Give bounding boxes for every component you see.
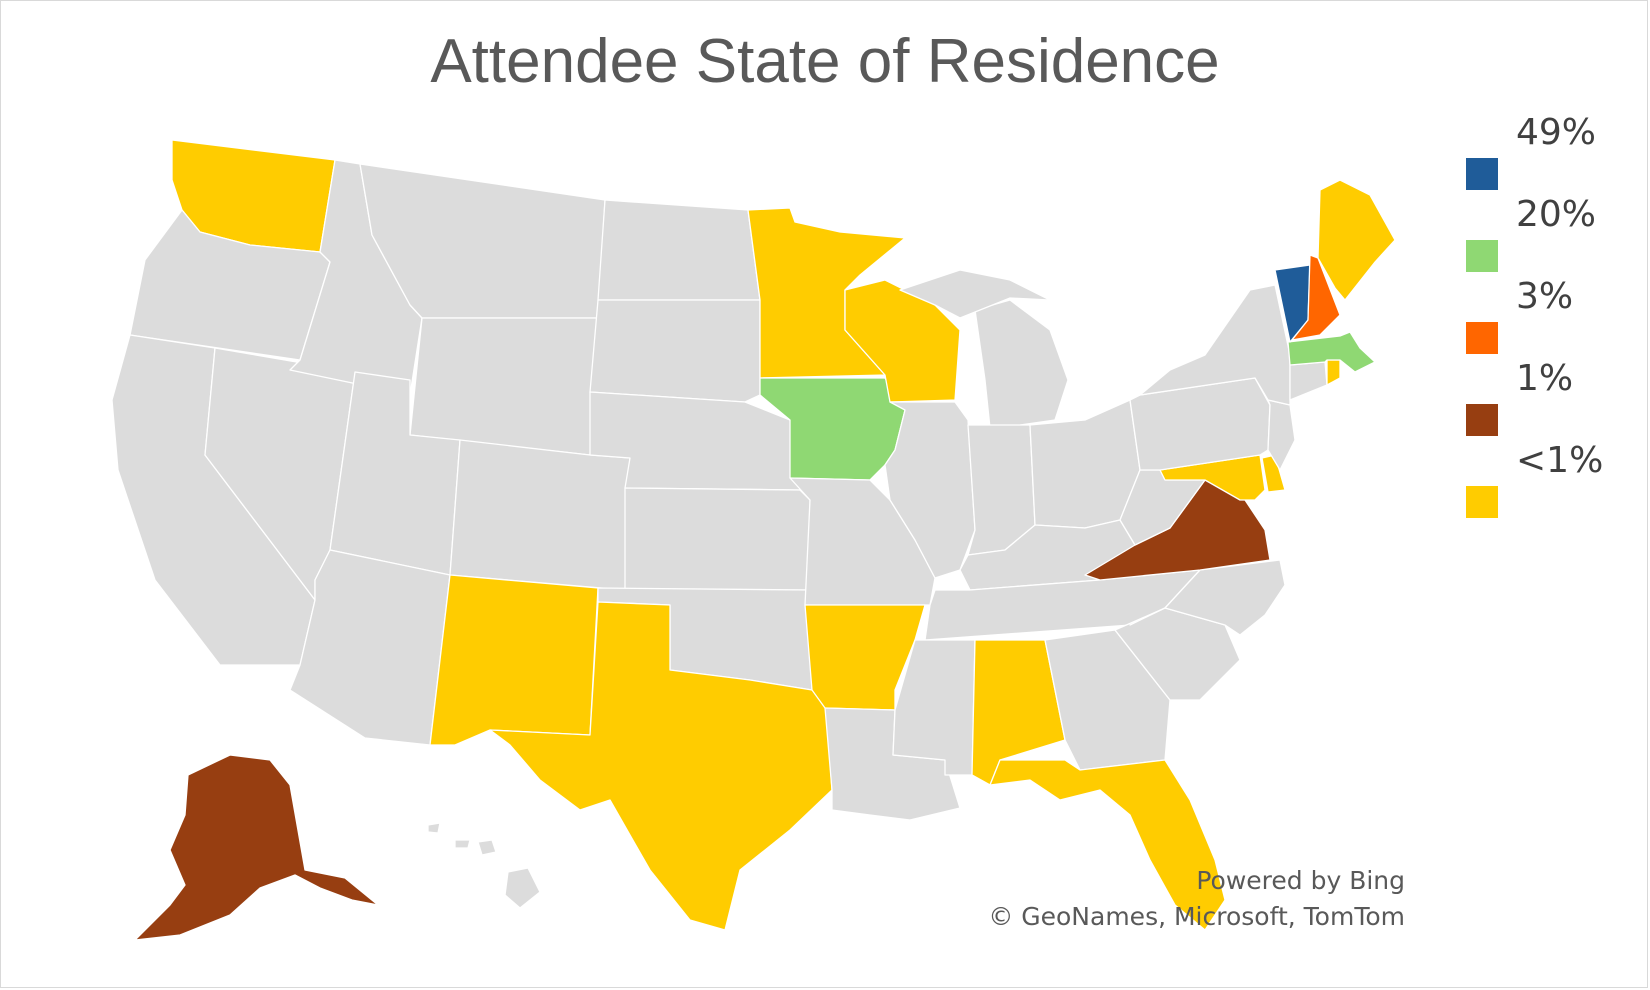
state-HI-4[interactable]	[427, 822, 441, 834]
legend-label: 3%	[1516, 276, 1574, 317]
legend-swatch	[1466, 158, 1498, 190]
legend-label: <1%	[1516, 440, 1604, 481]
credit-powered-by: Powered by Bing	[1196, 866, 1405, 895]
state-CT[interactable]	[1289, 361, 1328, 401]
state-NC[interactable]	[1129, 559, 1286, 636]
legend-label: 1%	[1516, 358, 1574, 399]
state-AK[interactable]	[134, 754, 379, 941]
state-DE[interactable]	[1261, 454, 1286, 493]
state-NY[interactable]	[1139, 284, 1291, 406]
legend-swatch	[1466, 240, 1498, 272]
legend-swatch	[1466, 486, 1498, 518]
state-RI[interactable]	[1326, 359, 1341, 386]
state-CO[interactable]	[449, 439, 631, 591]
state-ND[interactable]	[597, 199, 761, 301]
legend-swatch	[1466, 322, 1498, 354]
map-title: Attendee State of Residence	[430, 27, 1220, 96]
state-MI[interactable]	[974, 299, 1069, 429]
state-NM[interactable]	[429, 574, 599, 746]
state-TX[interactable]	[489, 601, 833, 931]
state-HI-2[interactable]	[477, 839, 497, 856]
state-FL[interactable]	[989, 759, 1226, 931]
state-MN[interactable]	[747, 207, 906, 379]
state-WI[interactable]	[844, 279, 961, 403]
legend-swatch	[1466, 404, 1498, 436]
state-MI-UP[interactable]	[899, 269, 1051, 319]
legend-label: 49%	[1516, 112, 1597, 153]
legend-label: 20%	[1516, 194, 1597, 235]
state-MA[interactable]	[1287, 331, 1376, 373]
state-KS[interactable]	[624, 487, 811, 591]
state-ME[interactable]	[1317, 179, 1396, 301]
state-HI-1[interactable]	[504, 867, 541, 909]
state-WY[interactable]	[409, 317, 599, 456]
credit-attribution: © GeoNames, Microsoft, TomTom	[988, 902, 1405, 931]
state-SD[interactable]	[589, 299, 761, 403]
state-HI-3[interactable]	[454, 839, 471, 849]
state-IL[interactable]	[884, 401, 976, 579]
state-AR[interactable]	[804, 604, 926, 711]
